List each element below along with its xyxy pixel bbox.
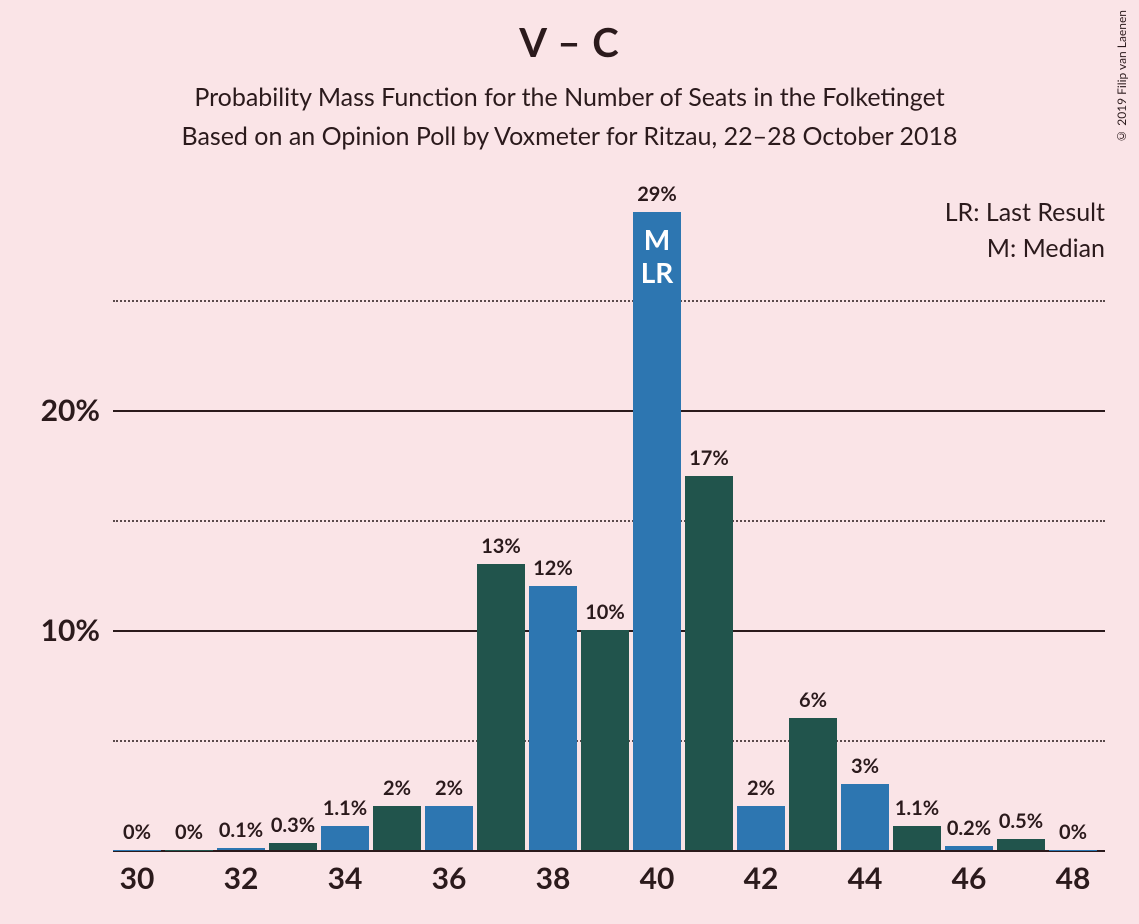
bar-value-label: 2% [435,776,463,800]
gridline-minor [113,300,1105,302]
copyright-text: © 2019 Filip van Laenen [1114,10,1129,144]
x-axis-label: 42 [744,860,779,896]
legend-lr: LR: Last Result [945,194,1105,230]
bar-seat-43 [789,718,837,850]
last-result-marker: LR [641,256,674,290]
bar-seat-35 [373,806,421,850]
x-axis-label: 34 [328,860,363,896]
x-axis-label: 44 [848,860,883,896]
bar-value-label: 0% [175,820,203,844]
bar-seat-36 [425,806,473,850]
x-axis-label: 30 [120,860,155,896]
bar-seat-34 [321,826,369,850]
bar-seat-44 [841,784,889,850]
bar-seat-31 [165,850,213,851]
bar-value-label: 0.1% [219,818,263,842]
bar-value-label: 13% [481,534,521,558]
x-axis-label: 40 [640,860,675,896]
bar-value-label: 10% [585,600,625,624]
x-axis-label: 38 [536,860,571,896]
bar-value-label: 0% [123,820,151,844]
bar-value-label: 2% [747,776,775,800]
median-marker: M [641,223,674,257]
bar-seat-48 [1049,850,1097,851]
bar-value-label: 29% [637,182,677,206]
bar-seat-40 [633,212,681,850]
bar-seat-46 [945,846,993,850]
bar-seat-37 [477,564,525,850]
bar-value-label: 0.5% [999,809,1043,833]
bar-seat-39 [581,630,629,850]
bar-value-label: 1.1% [323,796,367,820]
chart-title: V – C [0,18,1139,66]
gridline-major [113,410,1105,412]
bar-annotation: MLR [641,223,674,290]
x-axis-label: 36 [432,860,467,896]
bar-value-label: 0% [1059,820,1087,844]
gridline-minor [113,520,1105,522]
x-axis-label: 48 [1056,860,1091,896]
bar-seat-45 [893,826,941,850]
bar-value-label: 1.1% [895,796,939,820]
legend-m: M: Median [945,230,1105,266]
bar-value-label: 2% [383,776,411,800]
bar-seat-42 [737,806,785,850]
x-axis-label: 46 [952,860,987,896]
y-axis-label: 10% [41,612,100,648]
y-axis-label: 20% [41,392,100,428]
chart-subtitle-1: Probability Mass Function for the Number… [0,78,1139,117]
plot-region: LR: Last Result M: Median 10%20%30323436… [113,190,1105,850]
bar-seat-30 [113,850,161,851]
bar-value-label: 12% [533,556,573,580]
bar-seat-33 [269,843,317,850]
gridline-major [113,850,1105,852]
bar-seat-41 [685,476,733,850]
bar-seat-38 [529,586,577,850]
title-block: V – C Probability Mass Function for the … [0,0,1139,156]
bar-seat-32 [217,848,265,850]
bar-value-label: 0.2% [947,816,991,840]
bar-value-label: 3% [851,754,879,778]
legend: LR: Last Result M: Median [945,194,1105,267]
chart-subtitle-2: Based on an Opinion Poll by Voxmeter for… [0,117,1139,156]
bar-value-label: 6% [799,688,827,712]
chart-area: LR: Last Result M: Median 10%20%30323436… [113,190,1105,850]
bar-value-label: 0.3% [271,813,315,837]
x-axis-label: 32 [224,860,259,896]
bar-value-label: 17% [689,446,729,470]
bar-seat-47 [997,839,1045,850]
